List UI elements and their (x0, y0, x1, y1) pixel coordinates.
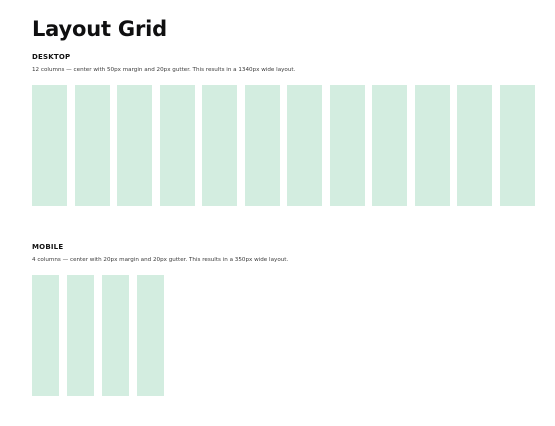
desktop-column-9 (372, 85, 407, 206)
mobile-description: 4 columns — center with 20px margin and … (32, 256, 288, 264)
desktop-column-10 (415, 85, 450, 206)
mobile-heading: MOBILE (32, 243, 63, 252)
desktop-column-8 (330, 85, 365, 206)
desktop-column-2 (75, 85, 110, 206)
desktop-column-5 (202, 85, 237, 206)
desktop-column-6 (245, 85, 280, 206)
desktop-column-1 (32, 85, 67, 206)
desktop-column-4 (160, 85, 195, 206)
desktop-column-12 (500, 85, 535, 206)
desktop-column-11 (457, 85, 492, 206)
mobile-column-4 (137, 275, 164, 396)
mobile-column-1 (32, 275, 59, 396)
desktop-heading: DESKTOP (32, 53, 70, 62)
mobile-column-3 (102, 275, 129, 396)
mobile-column-2 (67, 275, 94, 396)
desktop-column-7 (287, 85, 322, 206)
page-title: Layout Grid (32, 15, 167, 43)
desktop-column-3 (117, 85, 152, 206)
desktop-description: 12 columns — center with 50px margin and… (32, 66, 295, 74)
